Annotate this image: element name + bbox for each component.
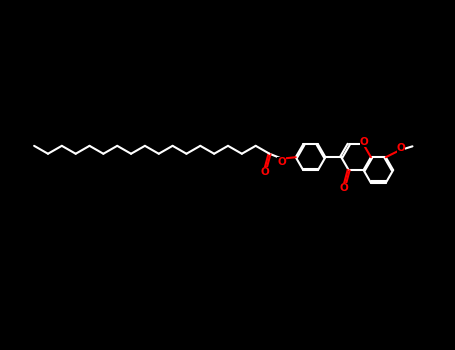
Text: O: O bbox=[397, 143, 405, 153]
Text: O: O bbox=[359, 138, 369, 147]
Text: O: O bbox=[340, 183, 349, 193]
Text: O: O bbox=[261, 167, 269, 177]
Text: O: O bbox=[277, 157, 286, 167]
